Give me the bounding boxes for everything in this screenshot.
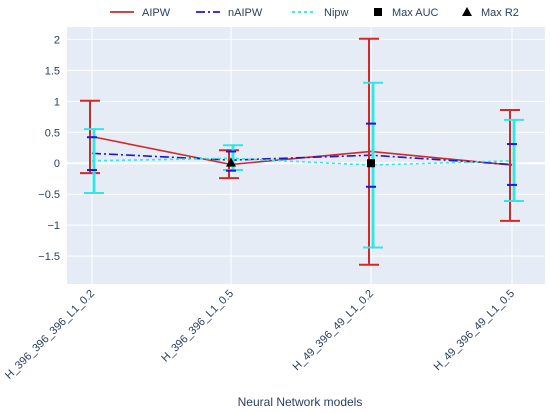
error-bar-aipw bbox=[359, 37, 379, 266]
x-tick-label: H_49_396_49_L1_0.5 bbox=[432, 288, 517, 373]
legend-label: nAIPW bbox=[228, 7, 263, 19]
y-tick-label: −0.5 bbox=[38, 189, 60, 201]
y-tick-label: −1 bbox=[47, 220, 60, 232]
max-r2-marker bbox=[226, 157, 236, 167]
y-tick-label: 1 bbox=[54, 96, 60, 108]
legend-swatch bbox=[462, 7, 472, 16]
error-bar-nipw bbox=[84, 128, 104, 194]
series-line-naipw bbox=[91, 152, 513, 166]
x-tick-labels: H_396_396_396_L1_0.2 H_396_396_L1_0.5 H_49… bbox=[3, 288, 517, 382]
error-bar-naipw bbox=[226, 150, 236, 172]
legend-item: Max AUC bbox=[374, 7, 439, 19]
error-bar-naipw bbox=[87, 136, 97, 172]
y-tick-label: 0.5 bbox=[45, 127, 60, 139]
error-bar-layer bbox=[80, 37, 524, 266]
legend-item: Nipw bbox=[292, 7, 349, 19]
error-bar-naipw bbox=[366, 122, 376, 188]
y-tick-label: 0 bbox=[54, 158, 60, 170]
error-bar-aipw bbox=[500, 108, 520, 222]
y-tick-label: −1.5 bbox=[38, 251, 60, 263]
legend-item: AIPW bbox=[110, 7, 171, 19]
legend-label: AIPW bbox=[142, 7, 171, 19]
series-line-nipw bbox=[91, 157, 513, 166]
legend-item: Max R2 bbox=[462, 7, 519, 19]
legend-swatch bbox=[374, 8, 382, 16]
legend-item: nAIPW bbox=[196, 7, 263, 19]
y-tick-label: 2 bbox=[54, 34, 60, 46]
max-auc-marker bbox=[367, 159, 375, 168]
x-tick-label: H_49_396_49_L1_0.2 bbox=[291, 288, 376, 373]
error-bar-nipw bbox=[504, 118, 524, 203]
legend-label: Nipw bbox=[324, 7, 349, 19]
legend: AIPW nAIPW Nipw Max AUC Max R2 bbox=[110, 7, 519, 19]
legend-label: Max R2 bbox=[481, 7, 519, 19]
x-tick-label: H_396_396_L1_0.5 bbox=[159, 288, 236, 365]
x-axis-title: Neural Network models bbox=[238, 395, 363, 409]
error-bar-naipw bbox=[507, 143, 517, 186]
series-layer bbox=[91, 135, 513, 166]
marker-layer bbox=[226, 157, 375, 168]
x-tick-label: H_396_396_396_L1_0.2 bbox=[3, 288, 97, 382]
y-tick-label: 1.5 bbox=[45, 65, 60, 77]
legend-label: Max AUC bbox=[392, 7, 439, 19]
y-tick-labels: 2 1.5 1 0.5 0 −0.5 −1 −1.5 bbox=[38, 34, 60, 263]
